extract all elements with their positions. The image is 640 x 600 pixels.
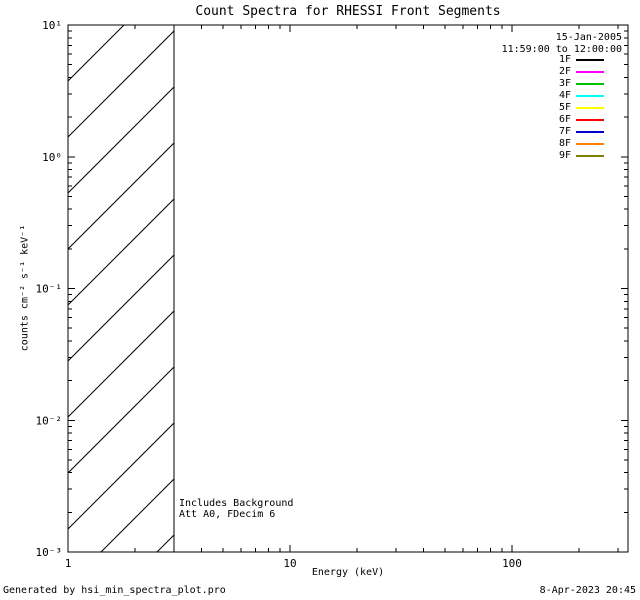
hatch-line [68, 86, 174, 194]
legend-label: 2F [558, 66, 571, 77]
legend-color-line [576, 143, 604, 145]
x-tick-label: 10 [283, 557, 296, 570]
legend-label: 6F [558, 114, 571, 125]
legend-entry-7F: 7F [559, 126, 604, 138]
y-tick-label: 10⁻² [36, 414, 63, 427]
chart-title: Count Spectra for RHESSI Front Segments [195, 4, 501, 19]
legend-label: 4F [558, 90, 571, 101]
hatch-line [68, 30, 174, 138]
hatch-line [68, 254, 174, 362]
legend-label: 5F [558, 102, 571, 113]
hatch-line [68, 25, 69, 26]
legend-label: 3F [558, 78, 571, 89]
x-tick-label: 100 [502, 557, 522, 570]
legend-label: 9F [558, 150, 571, 161]
legend-color-line [576, 83, 604, 85]
legend-color-line [576, 59, 604, 61]
legend-label: 8F [558, 138, 571, 149]
legend-color-line [576, 131, 604, 133]
hatch-line [68, 366, 174, 474]
legend-label: 7F [558, 126, 571, 137]
legend-color-line [576, 71, 604, 73]
legend-entry-1F: 1F [559, 54, 604, 66]
plot-notes: Includes Background Att A0, FDecim 6 [179, 498, 293, 520]
legend-entry-3F: 3F [559, 78, 604, 90]
legend: 1F 2F 3F 4F 5F 6F 7F 8F 9F [559, 54, 604, 162]
legend-entry-9F: 9F [559, 150, 604, 162]
legend-entry-8F: 8F [559, 138, 604, 150]
y-tick-label: 10¹ [42, 19, 62, 32]
note-includes-background: Includes Background [179, 498, 294, 509]
hatch-line [68, 142, 174, 250]
legend-label: 1F [558, 54, 571, 65]
plot-box [67, 24, 629, 553]
observation-date: 15-Jan-2005 [555, 32, 622, 43]
note-attenuator-decimation: Att A0, FDecim 6 [179, 509, 276, 520]
x-tick-label: 1 [65, 557, 72, 570]
observation-time-range: 11:59:00 to 12:00:00 [501, 44, 622, 55]
legend-entry-6F: 6F [559, 114, 604, 126]
legend-color-line [576, 95, 604, 97]
x-axis-label: Energy (keV) [311, 567, 385, 578]
hatch-line [68, 310, 174, 418]
legend-color-line [576, 107, 604, 109]
y-tick-label: 10⁻³ [36, 546, 63, 559]
y-axis-label: counts cm⁻² s⁻¹ keV⁻¹ [19, 224, 31, 352]
legend-entry-4F: 4F [559, 90, 604, 102]
y-tick-label: 10⁰ [42, 151, 62, 164]
legend-entry-2F: 2F [559, 66, 604, 78]
legend-color-line [576, 155, 604, 157]
observation-info: 15-Jan-2005 11:59:00 to 12:00:00 [502, 32, 622, 56]
hatched-region [68, 25, 174, 552]
y-tick-label: 10⁻¹ [36, 283, 63, 296]
hatch-line [156, 534, 174, 552]
hatch-line [68, 422, 174, 530]
render-timestamp: 8-Apr-2023 20:45 [539, 585, 636, 596]
generated-by-text: Generated by hsi_min_spectra_plot.pro [3, 585, 226, 596]
legend-entry-5F: 5F [559, 102, 604, 114]
hatch-line [68, 198, 174, 306]
legend-color-line [576, 119, 604, 121]
hatch-line [100, 478, 174, 552]
